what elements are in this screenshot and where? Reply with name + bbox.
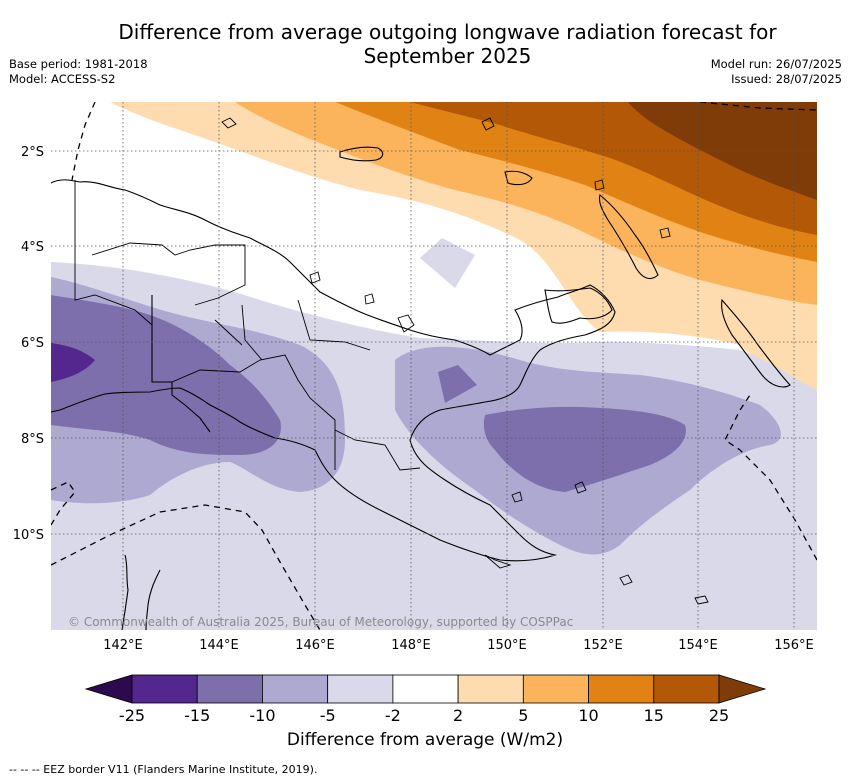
colorbar-tick-label: -25 [119,706,145,725]
issued-date: Issued: 28/07/2025 [731,72,842,86]
colorbar-segment [196,674,263,704]
meta-right: Model run: 26/07/2025 Issued: 28/07/2025 [711,57,842,87]
new-britain-coastline [544,287,613,324]
colorbar-segment [131,674,198,704]
map-title: Difference from average outgoing longwav… [80,20,815,68]
eez-border-west [51,481,76,526]
islands-small [221,117,709,605]
latitude-labels: 2°S 4°S 6°S 8°S 10°S [13,145,44,543]
lat-label-4s: 4°S [21,240,44,255]
map-title-line1: Difference from average outgoing longwav… [118,20,777,44]
model-run: Model run: 26/07/2025 [710,57,842,71]
lat-label-2s: 2°S [21,145,44,160]
new-hanover-coastline [504,170,533,186]
meta-left: Base period: 1981-2018 Model: ACCESS-S2 [9,57,148,87]
colorbar-segment [588,674,655,704]
lon-label-152e: 152°E [583,638,623,653]
province-borders [74,180,421,471]
lon-label-142e: 142°E [103,638,143,653]
bougainville-coastline [721,298,791,388]
lat-label-8s: 8°S [21,432,44,447]
eez-border-north-west [71,102,96,181]
map-title-line2: September 2025 [363,44,532,68]
new-ireland-coastline [598,194,659,280]
colorbar-segment [327,674,394,704]
colorbar-segment [262,674,329,704]
colorbar-segment [392,674,459,704]
colorbar-extension-high [718,674,767,704]
colorbar: -25 -15 -10 -5 -2 2 5 10 15 25 [84,674,767,725]
longitude-labels: 142°E 144°E 146°E 148°E 150°E 152°E 154°… [103,638,814,653]
png-border [151,295,211,433]
eez-border-south [51,504,321,630]
anomaly-fills [51,102,817,630]
colorbar-extension-low [84,674,133,704]
lon-label-154e: 154°E [678,638,718,653]
colorbar-tick-label: -2 [385,706,401,725]
copyright-notice: © Commonwealth of Australia 2025, Bureau… [68,615,573,629]
eez-footnote: -- -- -- EEZ border V11 (Flanders Marine… [9,763,318,776]
coastlines [51,117,791,630]
australia-cape-york-coastline [121,554,161,630]
colorbar-title: Difference from average (W/m2) [286,730,564,750]
base-period: Base period: 1981-2018 [9,57,148,71]
anomaly-band-light-purple [51,277,781,555]
colorbar-tick-label: 2 [453,706,463,725]
colorbar-tick-label: -5 [320,706,336,725]
lon-label-146e: 146°E [295,638,335,653]
colorbar-tick-label: 5 [518,706,528,725]
anomaly-band-darkest-brown [628,102,817,200]
colorbar-segment [522,674,589,704]
colorbar-segment [457,674,524,704]
lat-label-10s: 10°S [13,528,44,543]
lon-label-156e: 156°E [774,638,814,653]
lon-label-150e: 150°E [487,638,527,653]
lon-label-144e: 144°E [199,638,239,653]
colorbar-tick-label: 15 [644,706,664,725]
colorbar-segment [653,674,720,704]
map-panel: © Commonwealth of Australia 2025, Bureau… [51,102,817,630]
colorbar-tick-label: 10 [578,706,598,725]
anomaly-patch-lightest-purple-north [420,238,475,288]
manus-coastline [339,146,384,162]
graticule [51,102,817,630]
new-guinea-coastline [51,179,616,562]
eez-borders [51,102,817,630]
colorbar-tick-label: -10 [249,706,275,725]
model-name: Model: ACCESS-S2 [9,72,116,86]
colorbar-tick-label: -15 [184,706,210,725]
eez-border-north-east [699,102,817,111]
anomaly-patch-dark-purple [51,343,95,382]
lat-label-6s: 6°S [21,336,44,351]
lon-label-148e: 148°E [391,638,431,653]
eez-border-east [724,391,817,561]
colorbar-tick-label: 25 [709,706,729,725]
anomaly-band-medium-purple [51,295,686,492]
